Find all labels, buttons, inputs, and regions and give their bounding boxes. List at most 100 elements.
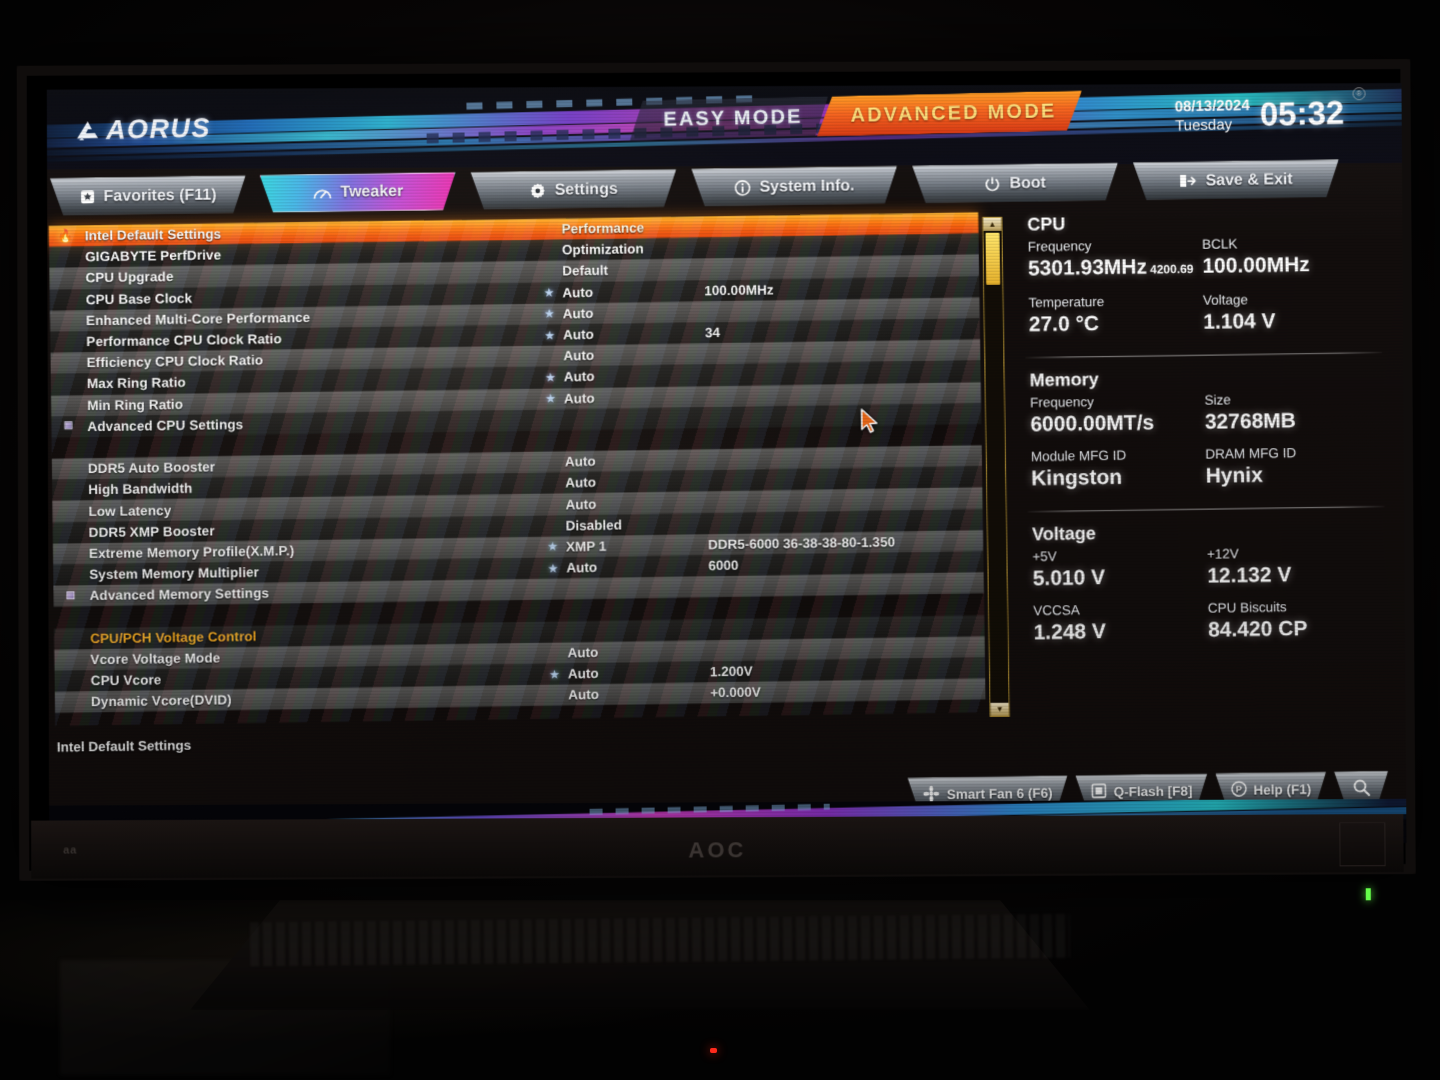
settings-row-extra [707, 456, 982, 460]
settings-row-value[interactable]: Auto [563, 369, 595, 385]
settings-row-value[interactable]: Auto [568, 687, 600, 703]
tab-system-info[interactable]: System Info. [691, 166, 897, 207]
tab-save-exit[interactable]: Save & Exit [1133, 159, 1339, 200]
favorite-star-icon[interactable]: ★ [544, 370, 556, 385]
info-group-memory: Memory Frequency Size 6000.00MT/s 32768MB Mod… [1022, 365, 1389, 501]
tab-tweaker[interactable]: Tweaker [260, 172, 456, 213]
favorite-star-icon[interactable]: ★ [545, 391, 557, 406]
settings-row-extra [705, 308, 980, 312]
info-value: 5.010 V [1032, 566, 1106, 591]
info-key: DRAM MFG ID [1205, 445, 1297, 462]
easy-mode-button[interactable]: EASY MODE [628, 96, 828, 140]
monitor-chin: aa AOC [31, 813, 1404, 901]
monitor-stand [190, 900, 1090, 1010]
aorus-logo: AORUS [75, 113, 212, 147]
info-value: 32768MB [1204, 409, 1297, 434]
list-scrollbar[interactable]: ▲ ▼ [982, 216, 1010, 717]
settings-row-value[interactable]: Auto [565, 496, 597, 512]
info-key: BCLK [1201, 236, 1238, 252]
favorite-star-icon[interactable]: ★ [547, 539, 559, 554]
scroll-track[interactable] [983, 230, 1009, 703]
info-value: 84.420 CP [1207, 617, 1308, 642]
info-key: CPU Biscuits [1207, 599, 1287, 616]
settings-row-extra: 1.200V [709, 663, 753, 680]
keyboard [249, 913, 1071, 967]
device-led-red [710, 1048, 717, 1053]
favorite-star-icon[interactable]: ★ [543, 285, 555, 300]
settings-row-value[interactable]: Auto [563, 348, 595, 364]
settings-row-extra: 100.00MHz [704, 281, 774, 298]
help-button[interactable]: P Help (F1) [1215, 772, 1326, 808]
info-value: 1.248 V [1033, 620, 1107, 645]
tab-label: Favorites (F11) [103, 186, 217, 205]
bios-screen: AORUS EASY MODE ADVANCED MODE 08/13/2024… [46, 83, 1407, 850]
settings-row-value[interactable]: XMP 1 [565, 538, 607, 555]
info-separator [1027, 506, 1385, 513]
tab-label: Boot [1009, 174, 1047, 192]
tab-boot[interactable]: Boot [912, 162, 1118, 203]
settings-row-value[interactable]: Auto [565, 475, 597, 491]
info-group-title: Memory [1029, 369, 1099, 391]
tab-label: Save & Exit [1205, 170, 1293, 189]
monitor-buttons[interactable] [1339, 822, 1386, 867]
tab-settings[interactable]: Settings [471, 169, 677, 210]
settings-row-extra [706, 392, 981, 396]
settings-row-value[interactable]: Auto [562, 284, 594, 301]
advanced-mode-button[interactable]: ADVANCED MODE [816, 91, 1083, 137]
q-flash-button[interactable]: Q-Flash [F8] [1075, 773, 1207, 809]
info-value: 1.104 V [1203, 309, 1276, 334]
favorite-star-icon[interactable]: ★ [544, 327, 556, 343]
info-group-cpu: CPU Frequency BCLK 5301.93MHz 4200.69 100.00M… [1019, 209, 1386, 347]
smart-fan-button[interactable]: Smart Fan 6 (F6) [907, 775, 1067, 811]
hardware-info-panel: CPU Frequency BCLK 5301.93MHz 4200.69 100.00M… [1019, 209, 1392, 714]
settings-row-label: Dynamic Vcore(DVID) [90, 692, 232, 710]
settings-row-extra [706, 414, 981, 418]
settings-row-value[interactable]: Auto [564, 453, 596, 470]
info-value: 27.0 °C [1028, 312, 1100, 337]
tab-label: Tweaker [340, 182, 404, 201]
settings-row-value[interactable]: Auto [567, 644, 599, 661]
flame-icon: 🔥 [57, 228, 75, 244]
info-circle-icon [734, 179, 750, 195]
scroll-thumb[interactable] [985, 232, 1001, 285]
favorite-star-icon[interactable]: ★ [547, 560, 559, 576]
settings-row-value[interactable] [556, 418, 706, 420]
settings-row-value[interactable]: Auto [562, 305, 594, 322]
settings-row-extra [704, 265, 979, 269]
info-value: Kingston [1031, 465, 1123, 491]
settings-list[interactable]: 🔥 Intel Default Settings Performance GIGABY… [48, 212, 986, 725]
favorite-star-icon[interactable]: ★ [549, 666, 560, 682]
settings-row-value[interactable] [559, 629, 709, 631]
settings-row-value[interactable] [559, 587, 709, 589]
info-grid: Frequency Size 6000.00MT/s 32768MB Module MF… [1030, 390, 1381, 501]
settings-row-value[interactable]: Performance [561, 220, 645, 237]
registered-mark-icon: ® [1352, 87, 1366, 101]
info-group-title: CPU [1027, 213, 1066, 235]
info-grid: Frequency BCLK 5301.93MHz 4200.69 100.00MHz T… [1028, 234, 1378, 347]
settings-row-value[interactable]: Optimization [561, 241, 644, 258]
settings-row-extra [709, 625, 984, 629]
submenu-icon [54, 590, 88, 602]
settings-row-extra [710, 647, 985, 651]
settings-row-value[interactable]: Auto [567, 665, 599, 682]
favorite-star-icon[interactable]: ★ [543, 306, 555, 321]
info-key: Module MFG ID [1030, 447, 1127, 465]
settings-row-value[interactable]: Auto [563, 390, 595, 406]
scroll-down-button[interactable]: ▼ [990, 702, 1009, 716]
info-key: Temperature [1028, 294, 1105, 311]
settings-row-value[interactable]: Auto [563, 326, 594, 343]
settings-row-value[interactable]: Default [562, 263, 609, 279]
gear-icon [530, 182, 546, 198]
settings-row-value[interactable]: Disabled [565, 517, 623, 533]
settings-row-value[interactable]: Auto [566, 559, 598, 576]
tab-favorites[interactable]: Favorites (F11) [50, 175, 246, 216]
info-key: Voltage [1202, 292, 1249, 308]
settings-row-extra [707, 498, 982, 502]
header-banner: AORUS EASY MODE ADVANCED MODE 08/13/2024… [46, 83, 1402, 170]
info-value: 5301.93MHz 4200.69 [1027, 255, 1194, 281]
bottom-toolbar: Smart Fan 6 (F6) Q-Flash [F8] P Help (F1… [907, 771, 1388, 812]
toolbar-label: Help (F1) [1253, 781, 1312, 798]
info-group-title: Voltage [1031, 523, 1096, 545]
settings-row-extra [706, 371, 981, 375]
scroll-up-button[interactable]: ▲ [983, 217, 1002, 231]
